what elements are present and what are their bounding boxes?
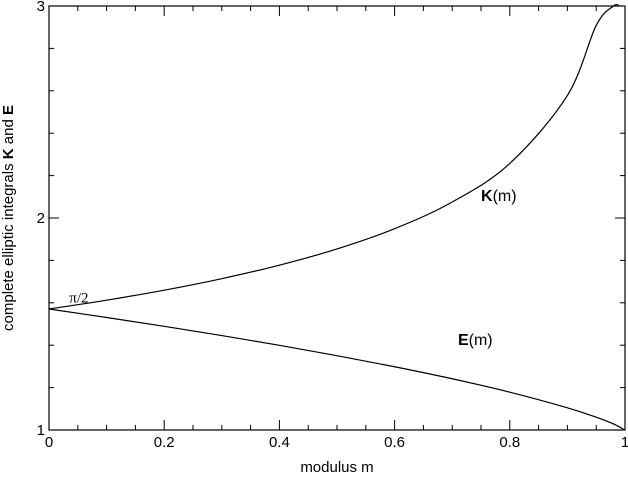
axis-ticks xyxy=(48,5,626,431)
curve-label-e: E(m) xyxy=(458,332,493,349)
curve-label-bold: E xyxy=(458,332,469,349)
x-tick-label: 0.6 xyxy=(384,434,405,451)
x-tick-label: 0.4 xyxy=(269,434,290,451)
curve-labels: K(m)E(m) xyxy=(458,188,517,349)
curve-k-line xyxy=(48,3,620,310)
curves xyxy=(48,3,626,431)
y-axis-label-k: K xyxy=(0,148,17,159)
y-tick-label: 3 xyxy=(37,0,45,15)
annotations: π/2 xyxy=(69,291,88,307)
annotation-pi-over-2: π/2 xyxy=(69,291,88,307)
axis-tick-labels: 0 0.2 0.4 0.6 0.8 1 1 2 3 xyxy=(37,0,628,451)
curve-e-line xyxy=(48,308,626,431)
x-axis-label: modulus m xyxy=(300,459,373,476)
curve-label-k: K(m) xyxy=(481,188,517,205)
curve-label-rest: (m) xyxy=(469,332,493,349)
y-tick-label: 1 xyxy=(37,422,45,439)
x-tick-label: 0 xyxy=(45,434,53,451)
y-axis-label-e: E xyxy=(0,105,17,115)
x-tick-label: 0.8 xyxy=(499,434,520,451)
y-axis-label: complete elliptic integrals K and E xyxy=(0,105,17,331)
curve-label-rest: (m) xyxy=(493,188,517,205)
y-tick-label: 2 xyxy=(37,210,45,227)
x-tick-label: 0.2 xyxy=(154,434,175,451)
plot-frame xyxy=(48,5,626,431)
x-tick-label: 1 xyxy=(621,434,628,451)
y-axis-label-mid: and xyxy=(0,115,17,148)
y-axis-label-prefix: complete elliptic integrals xyxy=(0,159,17,331)
curve-label-bold: K xyxy=(481,188,493,205)
